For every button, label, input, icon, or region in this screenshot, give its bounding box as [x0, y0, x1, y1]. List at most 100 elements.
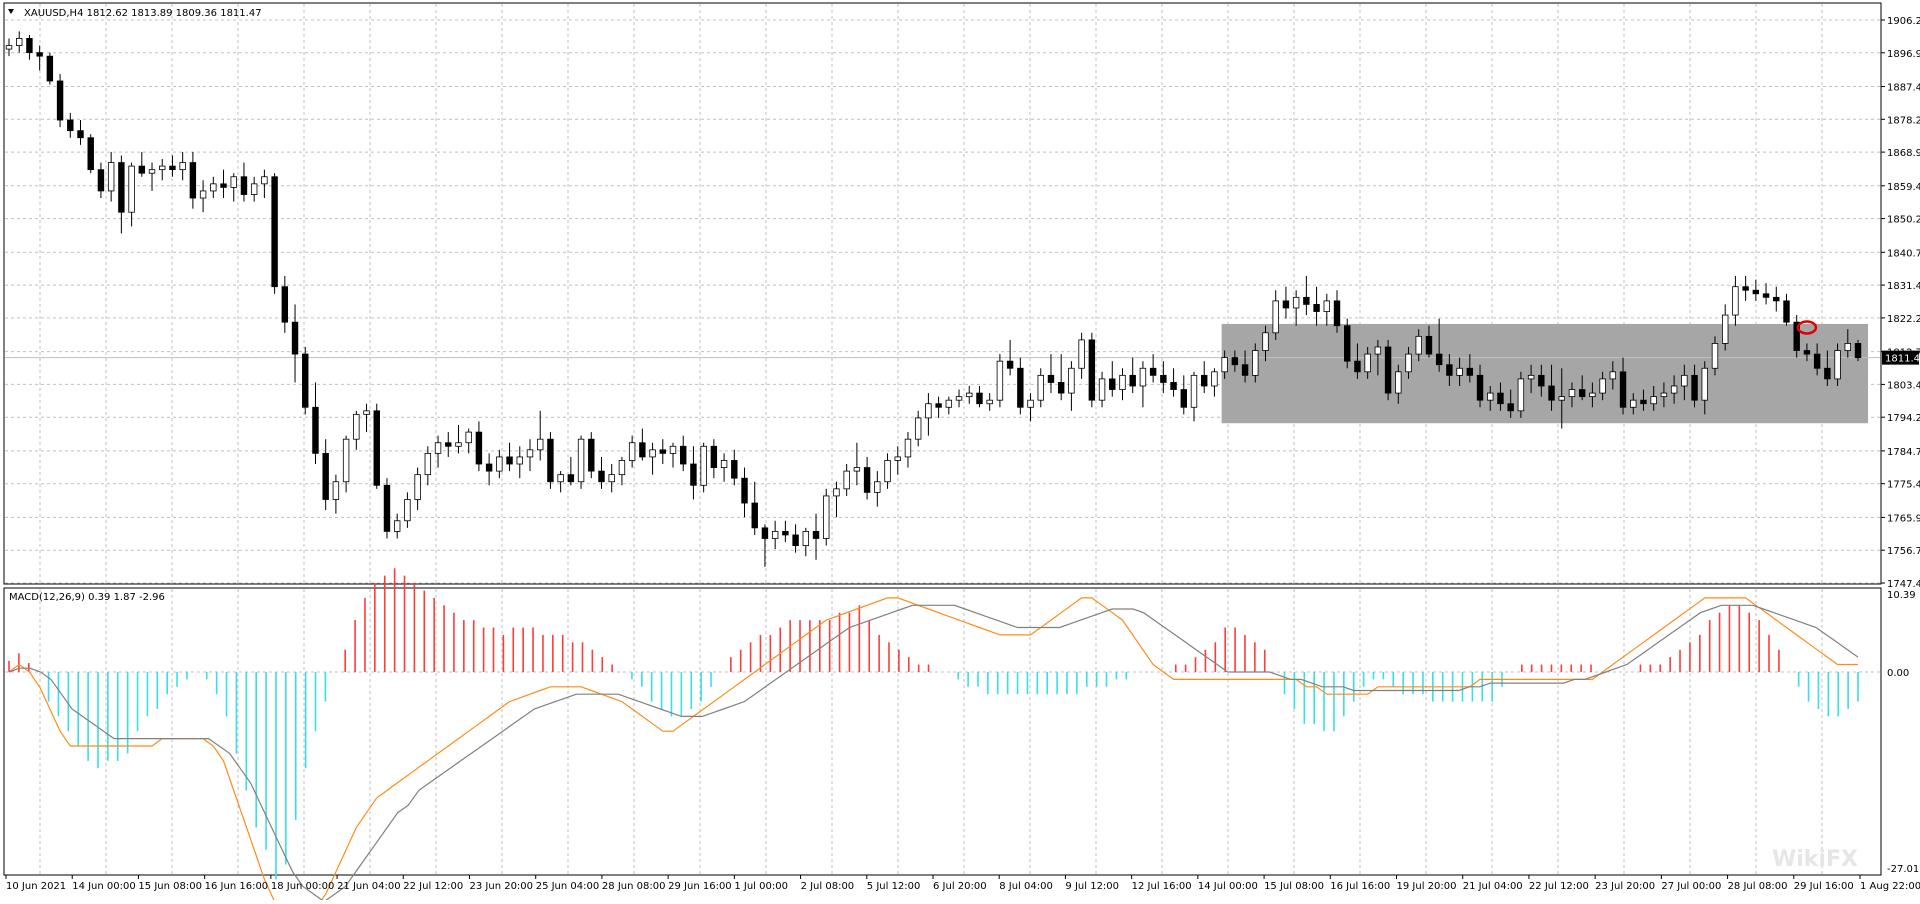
candle: [1405, 346, 1412, 379]
candle: [1548, 364, 1555, 411]
candle-body: [516, 456, 523, 465]
candle: [914, 410, 922, 447]
candle-body: [1752, 289, 1760, 295]
candle-body: [1221, 357, 1228, 373]
candle: [281, 276, 289, 333]
candle: [1558, 368, 1565, 429]
candle-body: [1599, 378, 1606, 394]
candle: [710, 439, 718, 479]
candle-body: [302, 353, 309, 408]
candle: [628, 435, 636, 468]
candle-body: [220, 183, 227, 188]
candle-body: [373, 410, 380, 486]
candle-body: [823, 495, 830, 539]
collapse-arrow-icon[interactable]: [8, 9, 14, 14]
candle-body: [77, 130, 84, 139]
candle-body: [577, 438, 585, 483]
time-axis-label: 18 Jun 00:00: [271, 881, 335, 892]
candle: [1037, 368, 1044, 408]
time-axis-label: 27 Jul 00:00: [1661, 881, 1721, 892]
price-axis-label: 1831.45: [1887, 281, 1920, 292]
candle: [250, 176, 258, 202]
candle: [1170, 368, 1177, 397]
candle: [87, 134, 94, 174]
candle: [1793, 315, 1800, 358]
candle: [1252, 343, 1259, 383]
candle-body: [281, 286, 289, 323]
candle-body: [884, 460, 891, 483]
candle: [935, 396, 942, 418]
candle-body: [567, 474, 575, 483]
candle-body: [1589, 392, 1596, 398]
candle-body: [1384, 346, 1392, 394]
candle-body: [465, 431, 472, 444]
candle-body: [1773, 296, 1780, 302]
candle: [1701, 361, 1708, 415]
candle-body: [628, 442, 636, 461]
candle: [36, 45, 43, 71]
candle: [1057, 354, 1065, 401]
candle-body: [1558, 396, 1565, 401]
candle: [516, 446, 523, 479]
candle: [1006, 339, 1014, 376]
candle-body: [1078, 339, 1085, 369]
candle-body: [986, 399, 993, 405]
candle-body: [669, 445, 677, 454]
price-axis-label: 1850.20: [1887, 215, 1920, 226]
candle: [148, 162, 156, 191]
price-range-rectangle[interactable]: [1221, 323, 1868, 424]
candle: [1344, 318, 1351, 369]
candle: [536, 410, 544, 461]
candle-body: [955, 396, 963, 401]
candle: [1354, 343, 1361, 379]
candle-body: [1139, 367, 1147, 387]
candle: [393, 513, 401, 539]
candle-body: [863, 467, 871, 493]
candle: [434, 435, 442, 468]
time-axis-label: 14 Jul 00:00: [1198, 881, 1258, 892]
candle-body: [1395, 371, 1402, 394]
candle-body: [1456, 367, 1463, 376]
time-axis-label: 10 Jun 2021: [6, 881, 66, 892]
candle: [955, 389, 963, 408]
candle: [424, 446, 432, 486]
candle: [1384, 339, 1392, 401]
time-axis-label: 6 Jul 20:00: [933, 881, 987, 892]
candle-body: [700, 445, 707, 486]
candle: [690, 446, 697, 500]
candle-body: [598, 470, 605, 483]
candle-body: [904, 438, 912, 458]
candle-body: [1344, 325, 1351, 362]
current-price-tag: 1811.47: [1882, 350, 1920, 365]
candle: [5, 38, 13, 57]
candle-body: [1292, 296, 1300, 309]
candle-body: [1844, 343, 1851, 351]
time-axis-label: 22 Jul 12:00: [1529, 881, 1589, 892]
candle: [1446, 354, 1453, 386]
candle-body: [1027, 399, 1034, 408]
candle: [271, 173, 278, 294]
candle: [240, 162, 248, 202]
candle-body: [536, 438, 544, 451]
candle: [302, 346, 309, 415]
time-axis-label: 12 Jul 16:00: [1132, 881, 1192, 892]
candle-body: [771, 530, 779, 539]
candle: [608, 464, 615, 493]
candle: [465, 428, 472, 454]
price-grid: [5, 4, 1880, 584]
candle-body: [485, 463, 493, 472]
candles: [5, 31, 1862, 567]
candle: [159, 159, 166, 181]
candle-body: [812, 530, 820, 539]
time-axis-label: 8 Jul 04:00: [999, 881, 1053, 892]
candle: [1824, 350, 1831, 386]
candle: [843, 464, 850, 496]
candle-body: [445, 442, 452, 447]
candle-body: [26, 38, 33, 54]
candle: [1211, 368, 1218, 397]
candle: [680, 435, 687, 472]
price-axis-label: 1765.95: [1887, 513, 1920, 524]
candle-body: [1068, 367, 1075, 394]
candle-body: [312, 406, 319, 454]
